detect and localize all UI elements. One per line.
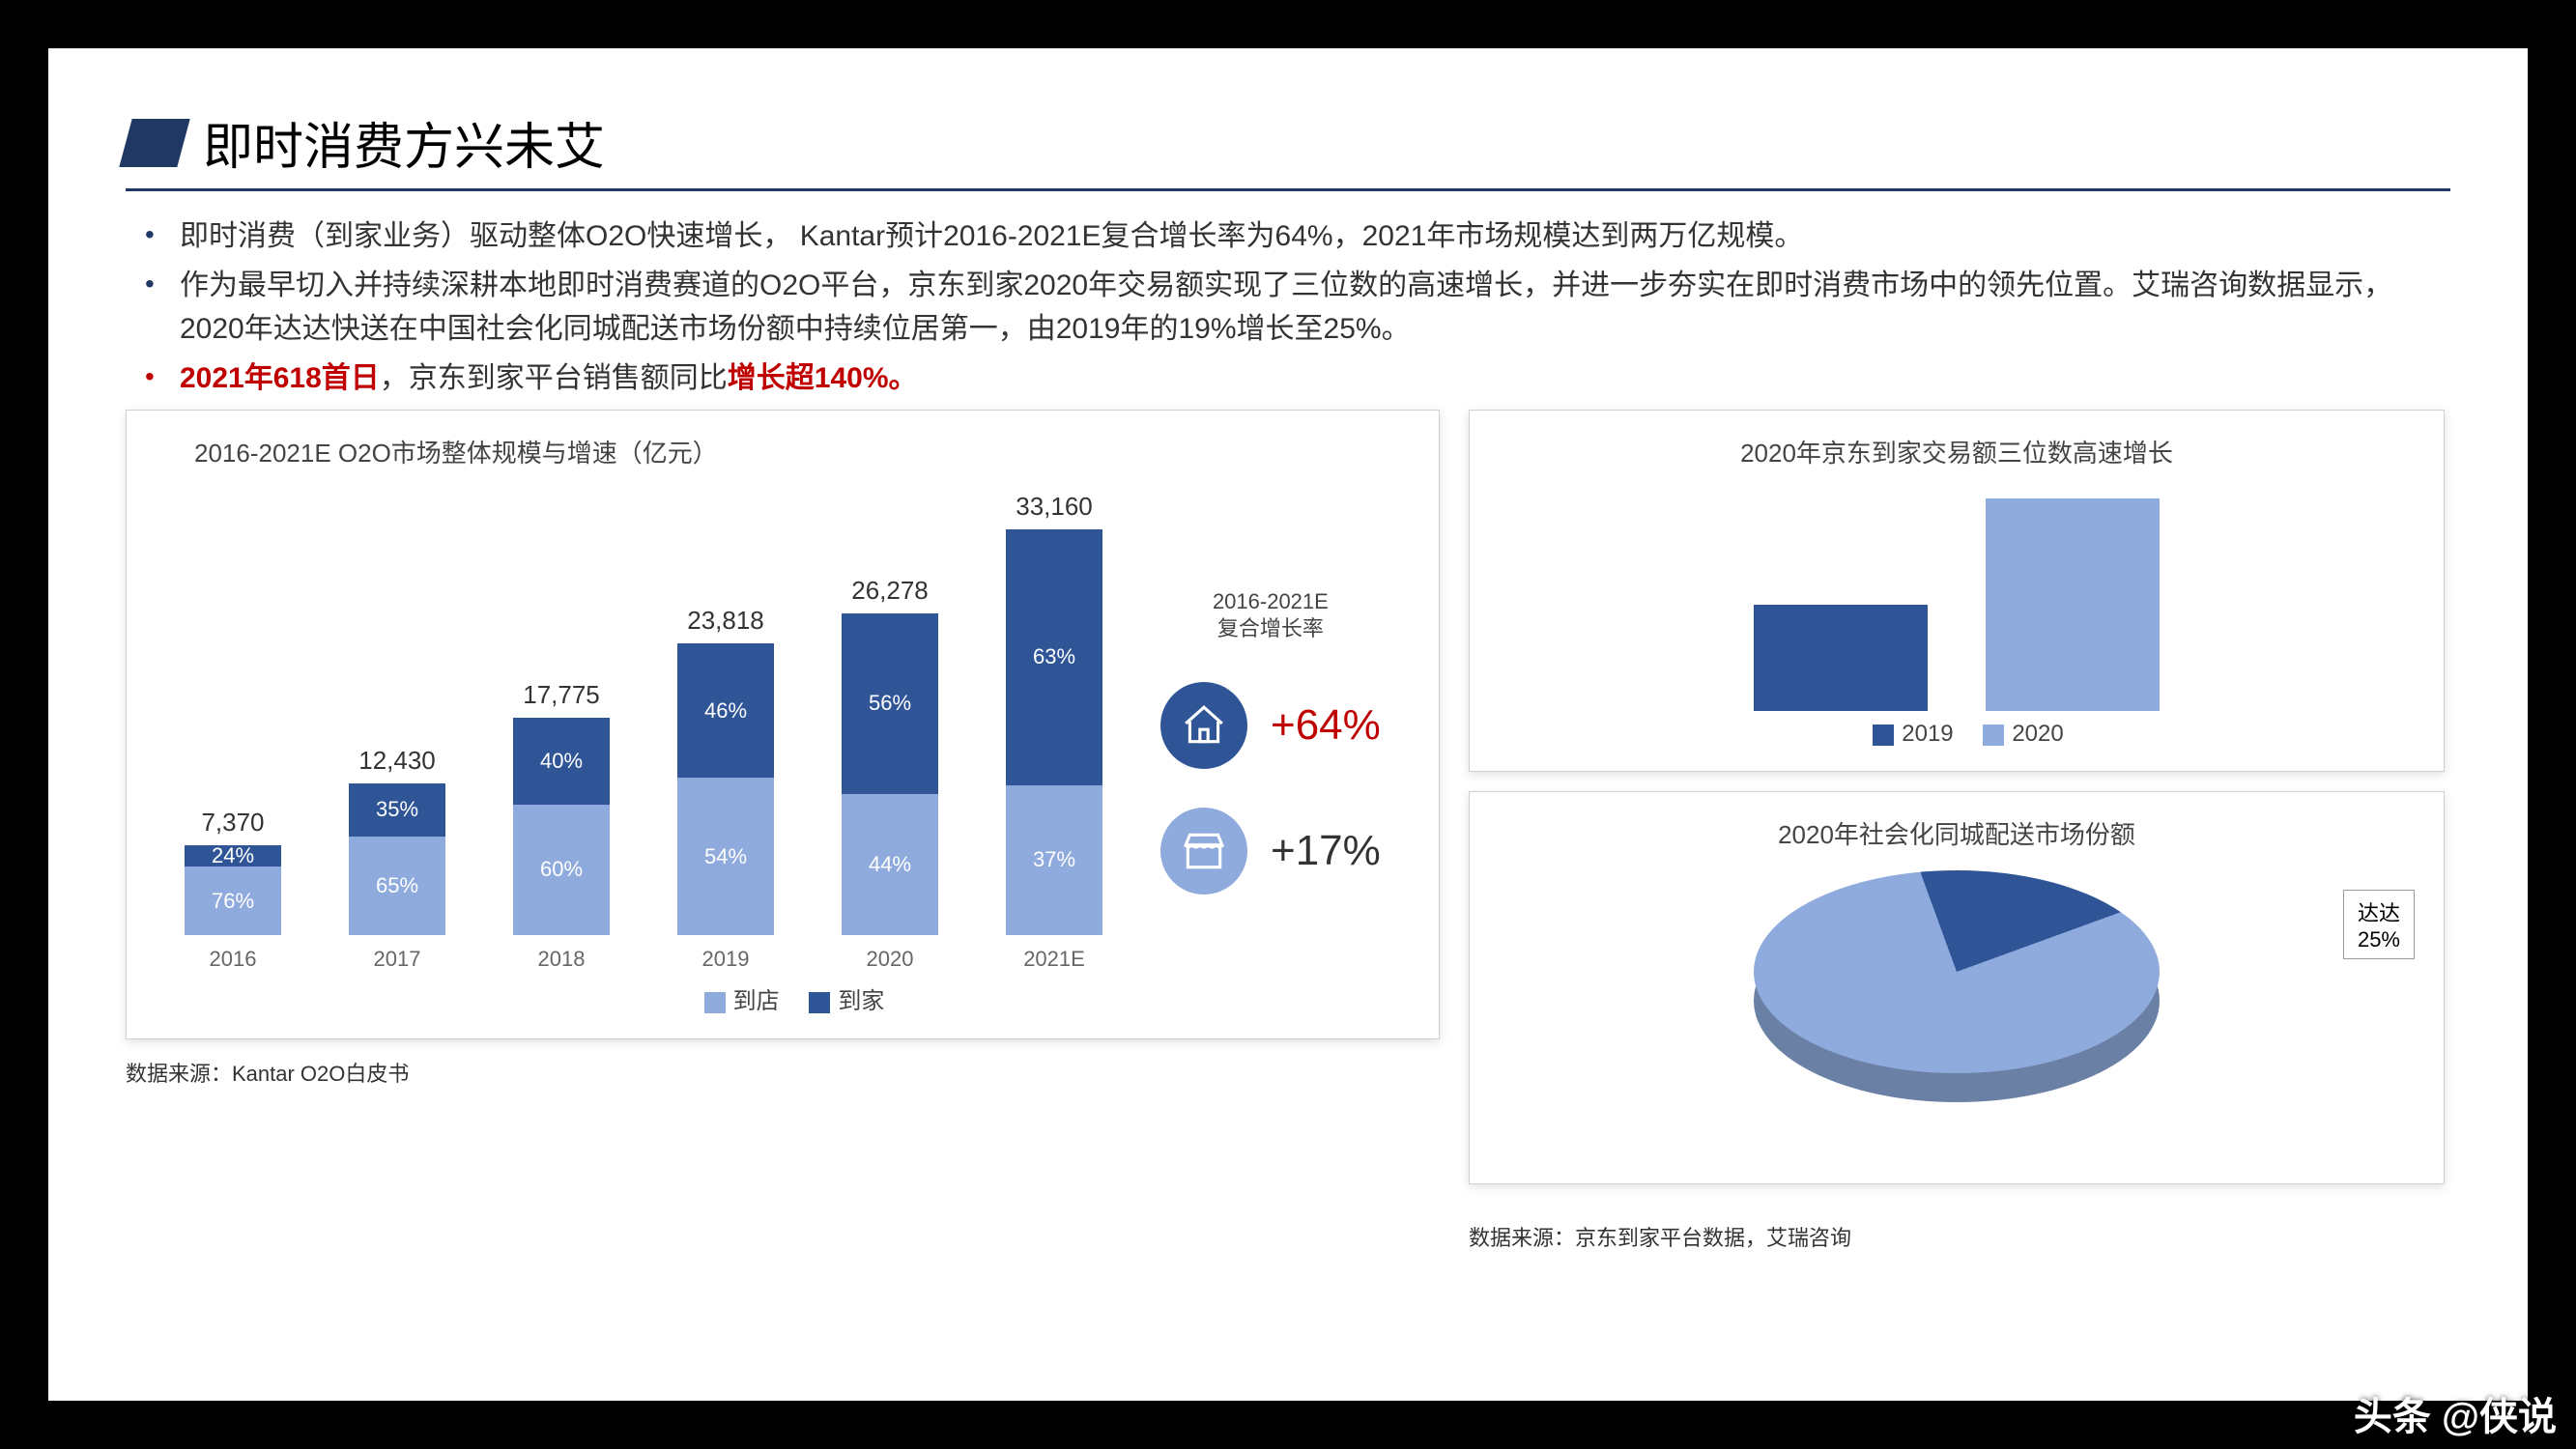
bar-x-label: 2016	[210, 947, 257, 972]
swatch-2020	[1983, 724, 2004, 746]
bar-seg-home: 35%	[349, 783, 445, 837]
home-growth-row: +64%	[1160, 682, 1381, 769]
bar-column: 17,775 60% 40% 2018	[503, 680, 619, 972]
bar-total-label: 12,430	[358, 746, 436, 776]
title-decoration	[119, 119, 189, 167]
mini-bars	[1499, 489, 2415, 711]
pie-wrap: 达达 25%	[1499, 870, 2415, 1160]
pie-face	[1754, 870, 2160, 1073]
pie-3d	[1754, 870, 2160, 1102]
bar-total-label: 7,370	[201, 808, 264, 838]
bar-seg-store: 76%	[185, 867, 281, 935]
bar-total-label: 26,278	[851, 576, 929, 606]
bar-x-label: 2019	[702, 947, 750, 972]
bar-x-label: 2020	[867, 947, 914, 972]
bars-area: 7,370 76% 24% 2016 12,430 65% 35% 2017 1…	[156, 492, 1131, 972]
bar-column: 33,160 37% 63% 2021E	[996, 492, 1112, 972]
stacked-chart-title: 2016-2021E O2O市场整体规模与增速（亿元）	[194, 434, 1410, 469]
bar-total-label: 17,775	[523, 680, 600, 710]
bullet-item: 作为最早切入并持续深耕本地即时消费赛道的O2O平台，京东到家2020年交易额实现…	[145, 264, 2450, 351]
bar-column: 23,818 54% 46% 2019	[668, 606, 784, 972]
bar-stack: 76% 24%	[185, 845, 281, 935]
home-growth-value: +64%	[1271, 701, 1381, 750]
title-row: 即时消费方兴未艾	[126, 106, 2450, 179]
swatch-2019	[1873, 724, 1894, 746]
slide: 即时消费方兴未艾 即时消费（到家业务）驱动整体O2O快速增长， Kantar预计…	[48, 48, 2528, 1401]
swatch-home	[809, 992, 830, 1013]
bar-total-label: 23,818	[687, 606, 764, 636]
bar-x-label: 2018	[538, 947, 586, 972]
bar-seg-store: 44%	[842, 794, 938, 935]
mini-bar	[1986, 498, 2160, 711]
jd-bar-chart: 2020年京东到家交易额三位数高速增长 2019 2020	[1469, 410, 2445, 772]
mini-bar	[1754, 605, 1928, 711]
right-panel: 2020年京东到家交易额三位数高速增长 2019 2020 2020年社会化同城…	[1469, 410, 2445, 1252]
bar-column: 26,278 44% 56% 2020	[832, 576, 948, 972]
bar-stack: 60% 40%	[513, 718, 610, 935]
stacked-bar-chart: 2016-2021E O2O市场整体规模与增速（亿元） 7,370 76% 24…	[126, 410, 1440, 1039]
bar-stack: 54% 46%	[677, 643, 774, 935]
swatch-store	[704, 992, 726, 1013]
bullet-list: 即时消费（到家业务）驱动整体O2O快速增长， Kantar预计2016-2021…	[145, 214, 2450, 400]
home-icon	[1160, 682, 1247, 769]
title-underline	[126, 188, 2450, 191]
left-panel: 2016-2021E O2O市场整体规模与增速（亿元） 7,370 76% 24…	[126, 410, 1440, 1252]
bar-stack: 37% 63%	[1006, 529, 1102, 935]
bullet-item: 2021年618首日，京东到家平台销售额同比增长超140%。	[145, 356, 2450, 400]
bar-stack: 44% 56%	[842, 613, 938, 935]
watermark: 头条 @侠说	[2354, 1385, 2557, 1441]
pie-chart: 2020年社会化同城配送市场份额 达达 25%	[1469, 791, 2445, 1184]
store-icon	[1160, 808, 1247, 895]
bar-total-label: 33,160	[1016, 492, 1093, 522]
bar-seg-home: 63%	[1006, 529, 1102, 785]
bar-seg-home: 40%	[513, 718, 610, 805]
bar-x-label: 2017	[374, 947, 421, 972]
bar-column: 12,430 65% 35% 2017	[339, 746, 455, 972]
bar-column: 7,370 76% 24% 2016	[175, 808, 291, 972]
bar-x-label: 2021E	[1023, 947, 1085, 972]
bar-seg-home: 24%	[185, 845, 281, 867]
cagr-title: 2016-2021E 复合增长率	[1160, 588, 1381, 643]
bullet-item: 即时消费（到家业务）驱动整体O2O快速增长， Kantar预计2016-2021…	[145, 214, 2450, 258]
jd-bar-title: 2020年京东到家交易额三位数高速增长	[1499, 434, 2415, 469]
stacked-chart-body: 7,370 76% 24% 2016 12,430 65% 35% 2017 1…	[156, 489, 1410, 972]
bar-stack: 65% 35%	[349, 783, 445, 935]
store-growth-value: +17%	[1271, 827, 1381, 875]
left-source: 数据来源：Kantar O2O白皮书	[126, 1057, 1440, 1088]
bar-seg-home: 46%	[677, 643, 774, 778]
stacked-legend: 到店 到家	[156, 981, 1410, 1015]
pie-title: 2020年社会化同城配送市场份额	[1499, 815, 2415, 851]
right-source: 数据来源：京东到家平台数据，艾瑞咨询	[1469, 1221, 2445, 1252]
bar-seg-store: 65%	[349, 837, 445, 935]
bar-seg-store: 37%	[1006, 785, 1102, 935]
store-growth-row: +17%	[1160, 808, 1381, 895]
pie-slice-label: 达达 25%	[2343, 890, 2415, 959]
bar-seg-store: 54%	[677, 778, 774, 935]
content-area: 2016-2021E O2O市场整体规模与增速（亿元） 7,370 76% 24…	[126, 410, 2450, 1252]
slide-title: 即时消费方兴未艾	[203, 106, 605, 179]
jd-legend: 2019 2020	[1499, 721, 2415, 748]
growth-column: 2016-2021E 复合增长率 +64%	[1160, 588, 1381, 972]
bar-seg-store: 60%	[513, 805, 610, 935]
bar-seg-home: 56%	[842, 613, 938, 793]
